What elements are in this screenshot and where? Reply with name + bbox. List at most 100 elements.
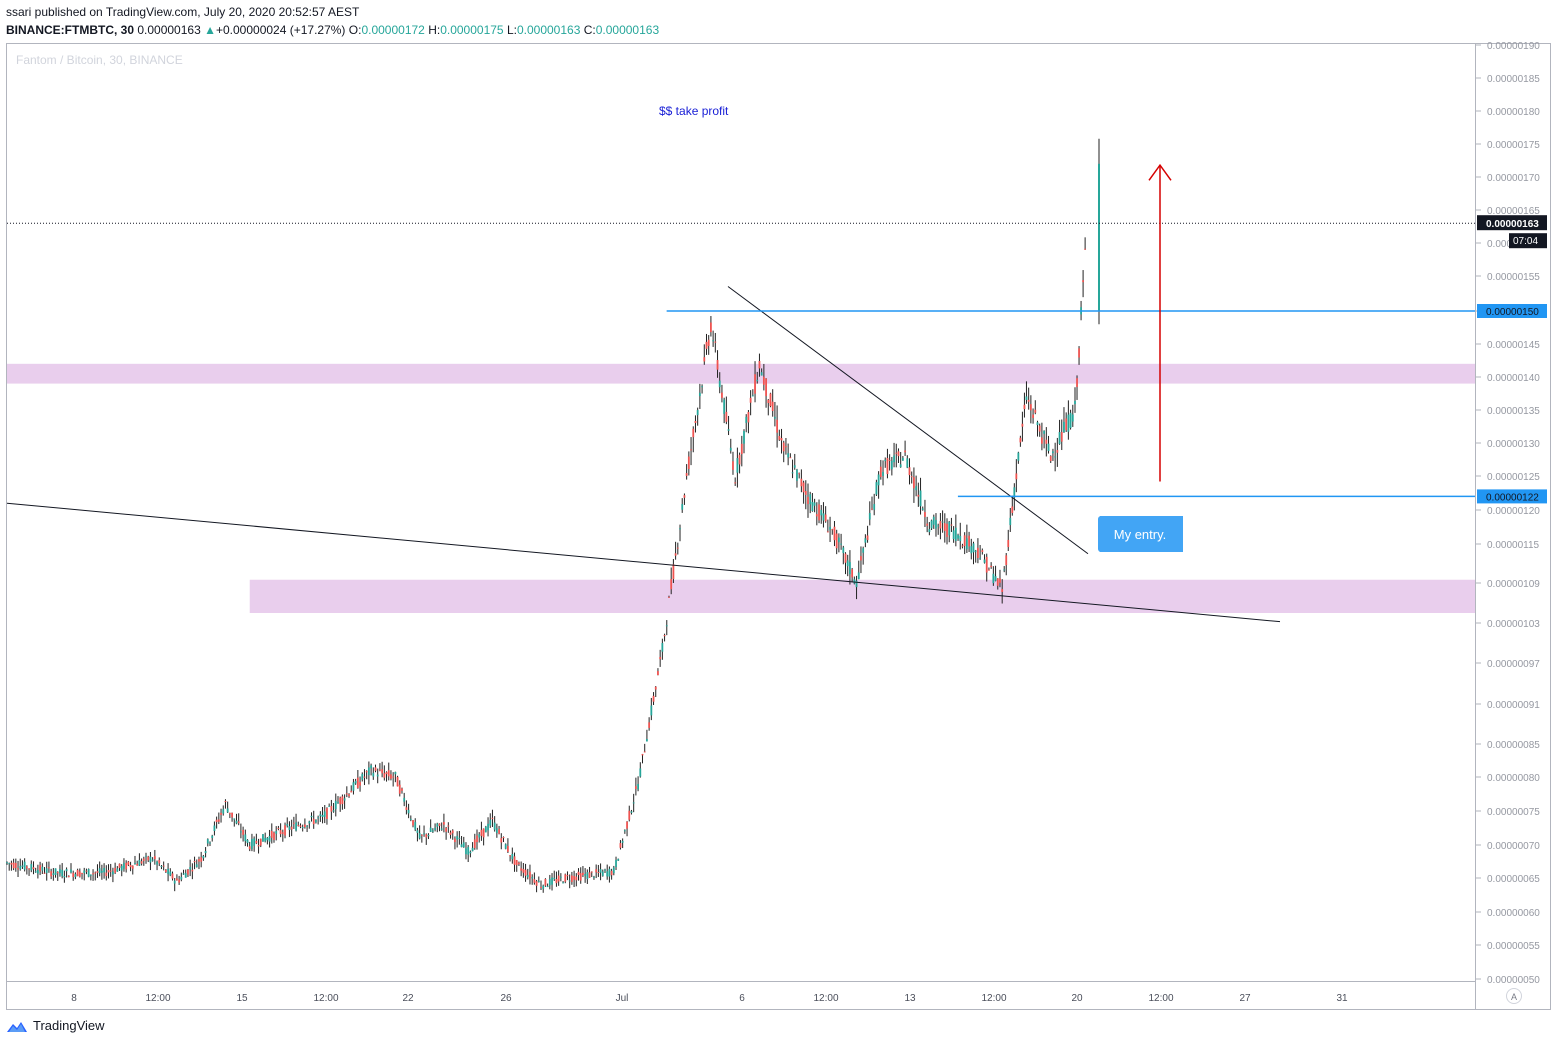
candle-body bbox=[279, 830, 282, 835]
candle-body bbox=[851, 569, 854, 578]
candle-body bbox=[473, 839, 476, 849]
symbol-ohlc-line: BINANCE:FTMBTC, 30 0.00000163 ▲+0.000000… bbox=[6, 21, 659, 39]
candle-body bbox=[568, 880, 571, 882]
candle-body bbox=[862, 548, 865, 553]
x-tick-label: 31 bbox=[1336, 993, 1348, 1004]
level-price-badge bbox=[1477, 489, 1547, 504]
candle-body bbox=[299, 825, 302, 827]
candle-body bbox=[533, 879, 536, 883]
candle-body bbox=[345, 793, 348, 795]
candle-body bbox=[785, 446, 787, 448]
take-profit-annotation: $$ take profit bbox=[659, 104, 729, 118]
candle-body bbox=[59, 869, 61, 874]
candle-body bbox=[178, 879, 181, 883]
candle-body bbox=[361, 773, 364, 780]
x-tick-label: 20 bbox=[1071, 993, 1083, 1004]
candle-body bbox=[1069, 412, 1072, 428]
candle-body bbox=[954, 527, 957, 541]
candle-body bbox=[32, 867, 35, 870]
candle-body bbox=[374, 767, 377, 771]
candle-body bbox=[1043, 430, 1046, 434]
candle-body bbox=[610, 870, 613, 876]
candle-body bbox=[765, 378, 767, 396]
y-tick-label: 0.00000125 bbox=[1487, 472, 1540, 483]
candle-body bbox=[1052, 451, 1054, 454]
x-tick-label: 12:00 bbox=[313, 993, 338, 1004]
candle-body bbox=[118, 863, 121, 868]
candle-body bbox=[1036, 422, 1039, 426]
candle-body bbox=[310, 815, 313, 818]
candle-body bbox=[326, 808, 328, 819]
candle-body bbox=[125, 862, 128, 870]
candle-body bbox=[1013, 487, 1016, 498]
candle-body bbox=[100, 870, 103, 873]
candle-body bbox=[76, 869, 79, 877]
candle-body bbox=[8, 863, 11, 865]
candle-body bbox=[467, 846, 470, 855]
candle-body bbox=[723, 399, 726, 414]
candle-body bbox=[985, 556, 988, 573]
candle-body bbox=[36, 869, 39, 874]
candle-body bbox=[202, 855, 205, 859]
footer-brand[interactable]: TradingView bbox=[6, 1018, 105, 1033]
candle-body bbox=[1054, 456, 1057, 458]
candle-body bbox=[1017, 452, 1020, 461]
candle-body bbox=[597, 872, 600, 874]
support-zone-1 bbox=[7, 363, 1475, 384]
candle-body bbox=[1001, 589, 1004, 592]
candle-body bbox=[167, 868, 169, 875]
candle-body bbox=[522, 868, 525, 873]
candle-body bbox=[1049, 456, 1052, 462]
candle-body bbox=[160, 865, 163, 867]
y-tick-label: 0.00000140 bbox=[1487, 373, 1540, 384]
candle-body bbox=[769, 393, 772, 407]
candle-body bbox=[198, 859, 200, 862]
candle-body bbox=[246, 839, 249, 843]
candle-body bbox=[515, 860, 518, 866]
candle-body bbox=[427, 834, 430, 837]
candle-body bbox=[169, 871, 172, 876]
candle-body bbox=[782, 442, 785, 452]
entry-callout-box bbox=[1098, 516, 1183, 552]
candle-body bbox=[853, 579, 856, 584]
candle-body bbox=[548, 878, 551, 886]
candle-body bbox=[824, 514, 827, 522]
candle-body bbox=[573, 876, 575, 880]
y-tick-label: 0.00000135 bbox=[1487, 406, 1540, 417]
candle-body bbox=[983, 559, 986, 563]
chart-pane[interactable] bbox=[6, 43, 1476, 982]
candle-body bbox=[893, 455, 895, 463]
candle-body bbox=[89, 874, 92, 876]
candle-body bbox=[328, 805, 331, 807]
candle-body bbox=[171, 873, 174, 879]
candle-body bbox=[390, 774, 392, 779]
price-axis[interactable] bbox=[1476, 43, 1551, 982]
candle-body bbox=[491, 817, 494, 819]
candle-body bbox=[184, 873, 187, 878]
candle-body bbox=[756, 379, 759, 382]
candle-body bbox=[319, 814, 322, 817]
candle-body bbox=[507, 845, 509, 852]
candle-body bbox=[593, 876, 595, 878]
x-tick-label: 22 bbox=[402, 993, 414, 1004]
auto-scale-button[interactable]: A bbox=[1506, 988, 1522, 1004]
candle-body bbox=[606, 871, 609, 877]
candle-body bbox=[478, 834, 481, 838]
candle-body bbox=[895, 452, 898, 454]
y-tick-label: 0.00000175 bbox=[1487, 140, 1540, 151]
y-tick-label: 0.00000130 bbox=[1487, 439, 1540, 450]
candle-body bbox=[718, 380, 721, 388]
candle-body bbox=[943, 523, 946, 532]
candle-body bbox=[142, 858, 145, 861]
x-tick-label: 13 bbox=[904, 993, 916, 1004]
candle-body bbox=[350, 790, 353, 793]
time-axis[interactable] bbox=[6, 982, 1476, 1010]
candle-body bbox=[663, 635, 666, 637]
candle-body bbox=[557, 875, 560, 882]
candle-body bbox=[513, 856, 516, 865]
candle-body bbox=[1027, 399, 1030, 402]
candle-body bbox=[913, 477, 915, 489]
candle-body bbox=[968, 535, 970, 547]
candle-body bbox=[776, 419, 779, 433]
candle-body bbox=[601, 871, 604, 876]
